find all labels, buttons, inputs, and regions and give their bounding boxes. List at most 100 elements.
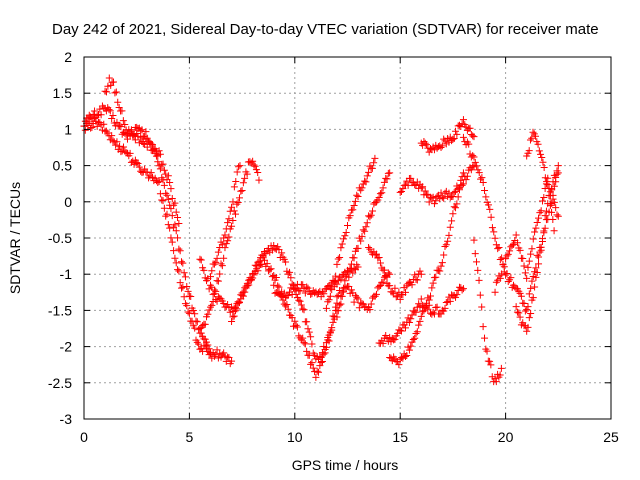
y-tick-label: 0 — [64, 194, 72, 210]
data-point — [142, 128, 150, 136]
data-point — [425, 296, 433, 304]
data-point — [474, 266, 482, 274]
data-point — [525, 257, 533, 265]
data-point — [167, 234, 175, 242]
data-point — [171, 221, 179, 229]
data-point — [524, 323, 532, 331]
data-point — [527, 284, 535, 292]
data-point — [225, 353, 233, 361]
data-point — [213, 254, 221, 262]
data-point — [532, 224, 540, 232]
data-point — [237, 295, 245, 303]
data-point — [228, 203, 236, 211]
data-point — [469, 132, 477, 140]
data-point — [91, 114, 99, 122]
data-point — [351, 197, 359, 205]
data-point — [218, 262, 226, 270]
data-point — [391, 335, 399, 343]
series-sat-12 — [365, 243, 425, 303]
data-point — [301, 340, 309, 348]
data-point — [466, 124, 474, 132]
data-point — [316, 353, 324, 361]
data-point — [441, 304, 449, 312]
data-point — [515, 309, 523, 317]
data-point — [119, 117, 127, 125]
data-point — [350, 298, 358, 306]
data-point — [321, 349, 329, 357]
data-point — [553, 167, 561, 175]
data-point — [222, 240, 230, 248]
data-point — [328, 286, 336, 294]
data-point — [417, 184, 425, 192]
data-point — [201, 335, 209, 343]
data-point — [376, 190, 384, 198]
data-point — [386, 282, 394, 290]
y-tick-label: -0.5 — [48, 230, 72, 246]
data-point — [188, 317, 196, 325]
data-point — [329, 318, 337, 326]
data-point — [116, 142, 124, 150]
data-point — [228, 222, 236, 230]
data-point — [448, 217, 456, 225]
data-point — [459, 180, 467, 188]
data-point — [533, 219, 541, 227]
series-sat-2 — [80, 114, 214, 359]
data-point — [243, 170, 251, 178]
data-point — [375, 282, 383, 290]
chart-title: Day 242 of 2021, Sidereal Day-to-day VTE… — [52, 21, 599, 38]
data-point — [398, 353, 406, 361]
data-point — [453, 291, 461, 299]
data-point — [224, 219, 232, 227]
data-point — [232, 178, 240, 186]
data-point — [251, 162, 259, 170]
data-point — [550, 198, 558, 206]
data-point — [81, 126, 89, 134]
data-point — [105, 74, 113, 82]
data-point — [537, 150, 545, 158]
data-point — [432, 197, 440, 205]
data-point — [525, 314, 533, 322]
data-point — [475, 276, 483, 284]
data-point — [143, 143, 151, 151]
data-point — [463, 172, 471, 180]
data-point — [498, 270, 506, 278]
data-point — [274, 282, 282, 290]
data-point — [428, 194, 436, 202]
data-point — [338, 288, 346, 296]
data-point — [268, 273, 276, 281]
data-point — [345, 268, 353, 276]
data-point — [337, 292, 345, 300]
data-point — [229, 198, 237, 206]
x-tick-label: 5 — [186, 429, 194, 445]
data-point — [220, 234, 228, 242]
data-point — [332, 272, 340, 280]
data-point — [504, 250, 512, 258]
data-point — [133, 159, 141, 167]
data-point — [233, 168, 241, 176]
data-point — [503, 252, 511, 260]
series-sat-8 — [270, 261, 362, 302]
data-point — [333, 313, 341, 321]
data-point — [459, 169, 467, 177]
data-point — [354, 263, 362, 271]
data-point — [516, 246, 524, 254]
data-point — [392, 293, 400, 301]
data-point — [358, 232, 366, 240]
data-point — [479, 179, 487, 187]
data-point — [212, 287, 220, 295]
data-point — [549, 216, 557, 224]
data-point — [288, 291, 296, 299]
data-point — [337, 275, 345, 283]
data-point — [214, 277, 222, 285]
data-point — [91, 107, 99, 115]
data-point — [383, 175, 391, 183]
data-point — [508, 241, 516, 249]
data-point — [496, 371, 504, 379]
data-point — [405, 346, 413, 354]
data-point — [546, 200, 554, 208]
data-point — [532, 132, 540, 140]
data-point — [307, 290, 315, 298]
data-point — [539, 158, 547, 166]
series-sat-13 — [375, 283, 467, 347]
